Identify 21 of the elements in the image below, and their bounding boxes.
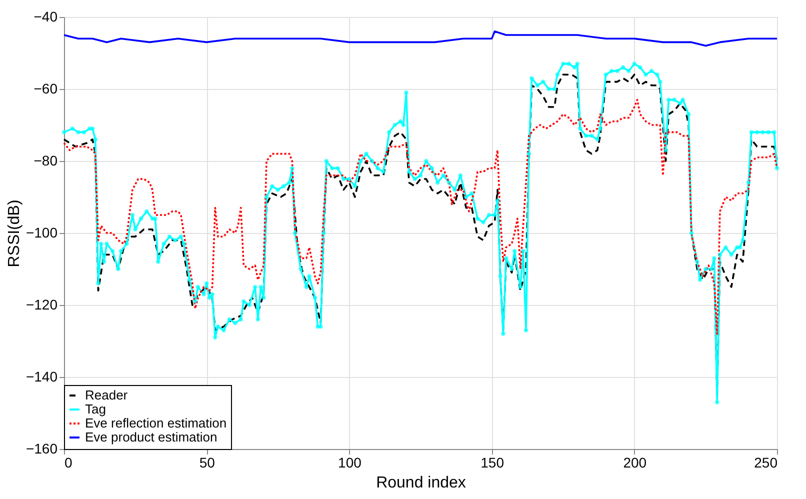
x-tick-label: 100 <box>338 454 362 470</box>
legend-label: Reader <box>85 388 128 402</box>
x-tick-label: 0 <box>64 454 72 470</box>
line-series <box>63 98 778 335</box>
x-tick-label: 50 <box>199 454 216 470</box>
x-tick-label: 250 <box>754 454 778 470</box>
y-tick-label: −160 <box>26 440 58 456</box>
y-tick-label: −80 <box>34 152 58 168</box>
x-tick-label: 150 <box>480 454 504 470</box>
y-tick-label: −140 <box>26 368 58 384</box>
y-tick-label: −60 <box>34 80 58 96</box>
legend-label: Tag <box>85 402 106 416</box>
y-tick-label: −120 <box>26 296 58 312</box>
legend-label: Eve reflection estimation <box>85 416 227 430</box>
y-tick-label: −40 <box>34 8 58 24</box>
x-tick-label: 200 <box>623 454 647 470</box>
line-series <box>63 30 778 47</box>
x-axis-title: Round index <box>376 474 466 492</box>
y-axis-title: RSSI(dB) <box>6 200 23 268</box>
y-tick-label: −100 <box>26 224 58 240</box>
legend-label: Eve product estimation <box>85 430 218 444</box>
